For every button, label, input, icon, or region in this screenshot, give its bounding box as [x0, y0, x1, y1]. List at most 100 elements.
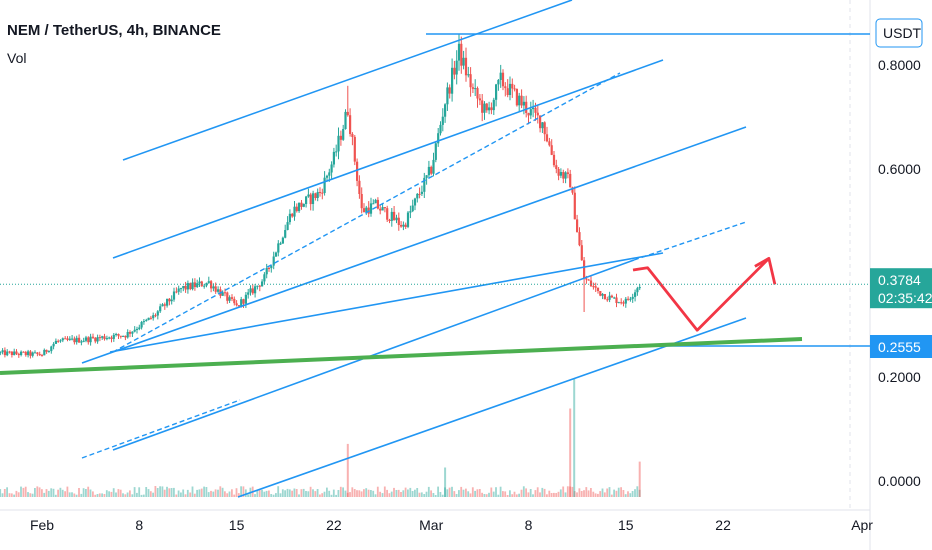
candle: [133, 329, 136, 332]
volume-bar: [527, 492, 530, 497]
volume-bar: [622, 490, 625, 497]
volume-bar: [349, 492, 351, 497]
current-price-badge: [870, 268, 932, 309]
candle: [80, 341, 83, 343]
volume-bar: [590, 488, 592, 497]
volume-bar: [10, 493, 13, 497]
channel-line[interactable]: [237, 317, 747, 498]
candle: [73, 338, 76, 343]
channel-line[interactable]: [112, 59, 664, 259]
volume-bar: [110, 491, 113, 497]
volume-bar: [142, 494, 145, 497]
volume-bar: [455, 494, 458, 497]
volume-bar: [177, 490, 180, 497]
currency-button[interactable]: [875, 18, 923, 48]
volume-bar: [156, 488, 159, 497]
channel-line[interactable]: [109, 252, 664, 353]
volume-bar: [585, 487, 588, 497]
volume-bar: [22, 487, 25, 497]
candle: [78, 337, 81, 343]
volume-bar: [191, 486, 194, 497]
volume-bar: [400, 492, 402, 497]
volume-bar: [68, 492, 71, 497]
volume-bar: [509, 490, 511, 497]
volume-bar: [571, 486, 574, 497]
volume-bar: [439, 492, 442, 497]
volume-bar: [163, 489, 166, 497]
volume-indicator-label[interactable]: Vol: [7, 50, 27, 66]
candle: [311, 193, 315, 204]
projection-path[interactable]: [632, 257, 770, 332]
candle: [0, 352, 2, 354]
projection-arrowhead[interactable]: [754, 256, 777, 285]
candle: [365, 207, 368, 212]
candle: [325, 175, 329, 178]
volume-bar: [147, 489, 150, 497]
candle: [298, 202, 301, 212]
candle: [423, 177, 426, 192]
volume-bar: [499, 486, 502, 497]
channel-extension-dashed[interactable]: [633, 221, 747, 261]
candle: [198, 281, 201, 284]
drawings-layer: [0, 0, 870, 498]
currency-button-label[interactable]: USDT: [883, 25, 922, 41]
candle: [261, 281, 264, 287]
volume-bar: [182, 489, 185, 497]
candle: [525, 101, 528, 113]
candle: [321, 192, 324, 194]
channel-line[interactable]: [122, 0, 573, 161]
candle: [112, 334, 115, 339]
candle: [126, 332, 129, 338]
candle: [223, 292, 227, 294]
volume-bar: [356, 490, 358, 497]
volume-bar: [196, 489, 198, 497]
candle: [20, 351, 23, 355]
volume-bar: [374, 494, 377, 497]
volume-bar: [61, 489, 64, 497]
candle: [54, 340, 57, 344]
volume-bar: [15, 490, 18, 497]
candle: [256, 285, 259, 287]
candle: [71, 338, 74, 340]
candle: [578, 232, 581, 246]
symbol-title[interactable]: NEM / TetherUS, 4h, BINANCE: [7, 22, 221, 39]
candle: [10, 351, 13, 355]
volume-bar: [583, 490, 585, 497]
candle: [38, 354, 41, 356]
candle: [374, 199, 377, 204]
candle: [437, 133, 440, 144]
candle: [576, 219, 579, 233]
channel-line[interactable]: [81, 126, 747, 364]
volume-bar: [219, 486, 222, 497]
volume-bar: [119, 489, 122, 497]
channel-lower-dashed[interactable]: [81, 399, 241, 459]
volume-bar: [372, 490, 375, 497]
candle: [251, 288, 254, 294]
channel-midline-dashed[interactable]: [112, 72, 621, 353]
candle: [124, 335, 127, 338]
volume-bar: [606, 488, 609, 497]
volume-bar: [458, 490, 460, 497]
volume-bar: [45, 489, 48, 497]
volume-bar: [383, 486, 386, 497]
candle: [564, 172, 567, 179]
volume-bar: [365, 488, 368, 497]
volume-bar: [502, 491, 504, 497]
volume-bar: [427, 486, 430, 497]
candle: [170, 299, 173, 302]
volume-bar: [240, 486, 242, 497]
volume-bar: [483, 494, 486, 497]
candle: [247, 292, 250, 295]
green-trendline[interactable]: [0, 337, 803, 375]
volume-bar: [50, 488, 53, 497]
candle: [300, 202, 303, 207]
candle: [559, 172, 562, 176]
time-tick-label: 22: [326, 517, 342, 533]
candle: [84, 337, 88, 341]
candle: [284, 230, 287, 238]
candle: [328, 172, 331, 176]
channel-line[interactable]: [112, 259, 635, 451]
candle: [50, 346, 53, 352]
